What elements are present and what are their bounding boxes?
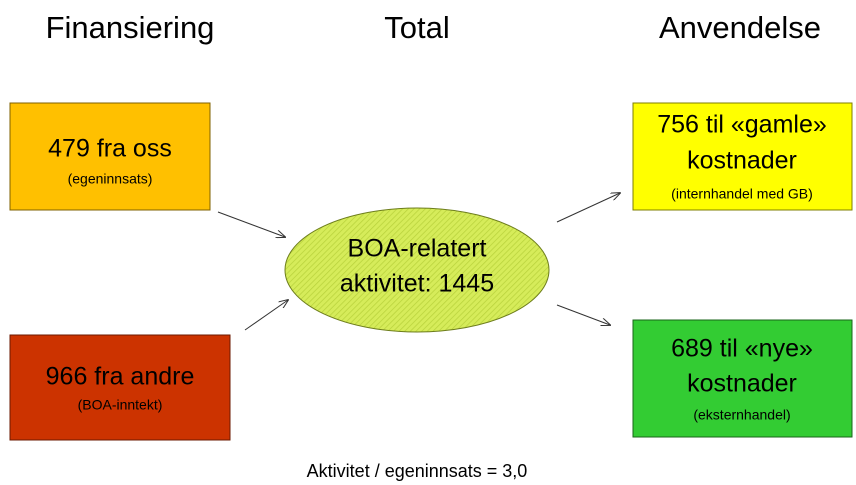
box-label: 756 til «gamle»	[657, 111, 827, 139]
ellipse	[284, 207, 550, 333]
arrow	[556, 193, 620, 223]
box-label: kostnader	[687, 370, 797, 398]
header: Anvendelse	[659, 10, 821, 45]
ellipse-label: aktivitet: 1445	[340, 270, 494, 298]
box	[632, 102, 853, 211]
box-note: (internhandel med GB)	[671, 186, 813, 202]
box-label: 479 fra oss	[48, 135, 172, 163]
header: Finansiering	[46, 10, 215, 45]
box	[632, 319, 853, 438]
arrow	[244, 300, 288, 331]
box-note: (egeninnsats)	[68, 171, 153, 187]
box-note: (eksternhandel)	[693, 407, 790, 423]
box	[9, 102, 211, 211]
arrow	[217, 211, 285, 237]
box-label: kostnader	[687, 147, 797, 175]
footer: Aktivitet / egeninnsats = 3,0	[307, 461, 528, 481]
box	[9, 334, 231, 441]
header: Total	[384, 10, 449, 45]
arrow	[556, 304, 610, 325]
box-label: 689 til «nye»	[671, 335, 813, 363]
ellipse-label: BOA-relatert	[348, 235, 487, 263]
box-label: 966 fra andre	[46, 363, 195, 391]
box-note: (BOA-inntekt)	[78, 397, 163, 413]
